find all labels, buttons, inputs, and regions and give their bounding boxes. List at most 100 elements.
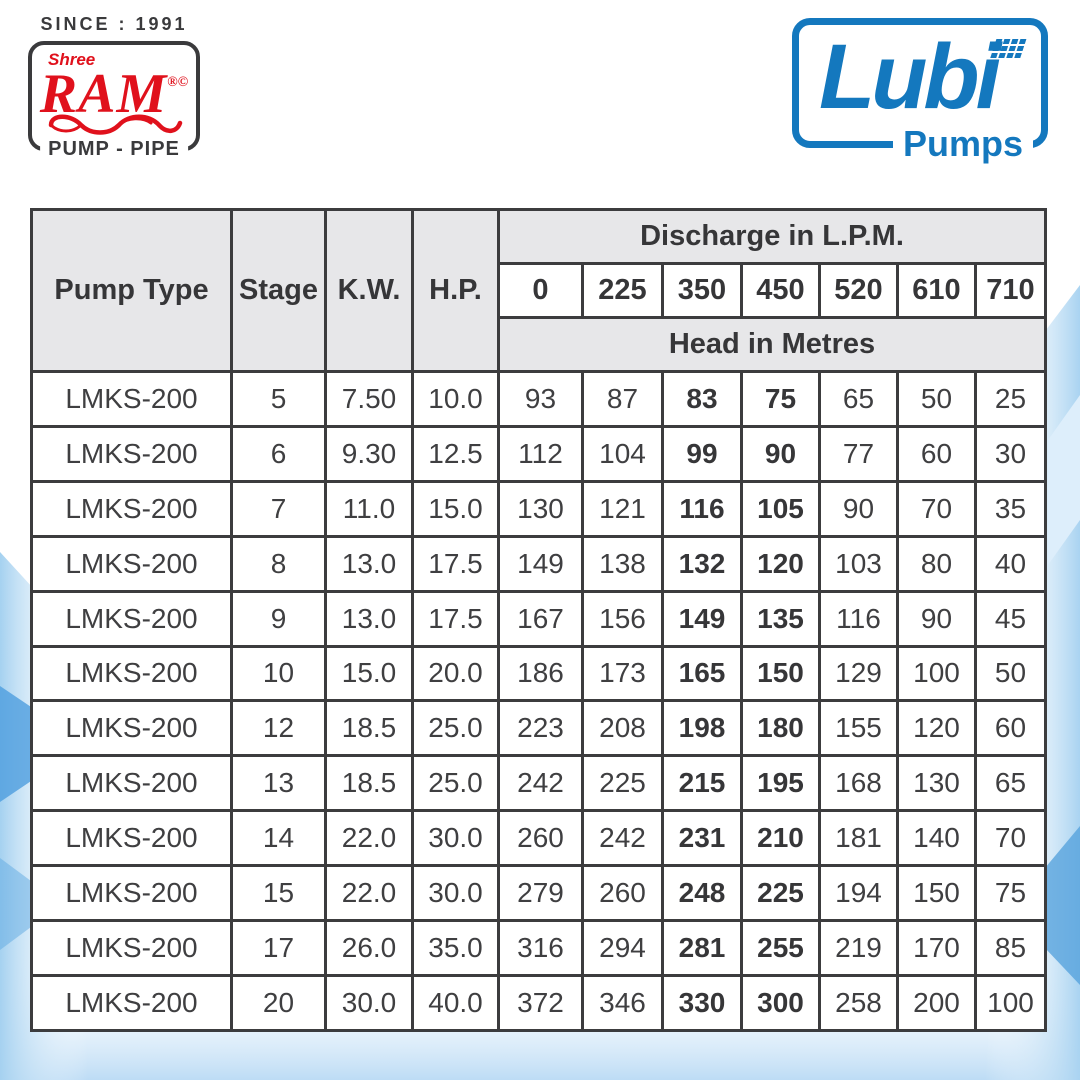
head-value-cell: 180	[740, 699, 821, 758]
head-value-cell: 116	[661, 479, 743, 538]
stage-cell: 20	[230, 973, 327, 1033]
head-value-cell: 83	[661, 370, 743, 428]
head-value-cell: 103	[818, 534, 899, 593]
header-head-title: Head in Metres	[497, 316, 1047, 373]
pump-type-cell: LMKS-200	[30, 809, 233, 868]
head-value-cell: 210	[740, 809, 821, 868]
discharge-value-header: 710	[974, 262, 1047, 319]
head-value-cell: 140	[896, 809, 977, 868]
head-value-cell: 25	[974, 370, 1047, 428]
shree-text: Shree	[48, 50, 96, 69]
pump-type-cell: LMKS-200	[30, 864, 233, 923]
head-value-cell: 87	[581, 370, 664, 428]
table-body: LMKS-200 5 7.50 10.0 93 87 83 75 65 50 25 LMKS-200 6…	[30, 370, 1047, 1033]
kw-cell: 30.0	[324, 973, 414, 1033]
stage-cell: 8	[230, 534, 327, 593]
head-value-cell: 35	[974, 479, 1047, 538]
head-value-cell: 223	[497, 699, 584, 758]
kw-cell: 26.0	[324, 919, 414, 977]
stage-cell: 15	[230, 864, 327, 923]
head-value-cell: 150	[896, 864, 977, 923]
stage-cell: 6	[230, 424, 327, 483]
head-value-cell: 198	[661, 699, 743, 758]
hp-cell: 15.0	[411, 479, 500, 538]
head-value-cell: 138	[581, 534, 664, 593]
pump-type-cell: LMKS-200	[30, 699, 233, 758]
kw-cell: 22.0	[324, 809, 414, 868]
head-value-cell: 186	[497, 644, 584, 703]
stage-cell: 10	[230, 644, 327, 703]
head-value-cell: 90	[818, 479, 899, 538]
head-value-cell: 30	[974, 424, 1047, 483]
hp-cell: 25.0	[411, 754, 500, 813]
head-value-cell: 330	[661, 973, 743, 1033]
head-value-cell: 167	[497, 589, 584, 648]
kw-cell: 13.0	[324, 534, 414, 593]
table-row: LMKS-200 17 26.0 35.0 316 294 281 255 219 170 85	[30, 919, 1047, 977]
hp-cell: 12.5	[411, 424, 500, 483]
pump-type-cell: LMKS-200	[30, 919, 233, 977]
head-value-cell: 208	[581, 699, 664, 758]
pump-spec-table: Pump Type Stage K.W. H.P. Discharge in L…	[30, 208, 1047, 1033]
kw-cell: 13.0	[324, 589, 414, 648]
pump-type-cell: LMKS-200	[30, 754, 233, 813]
head-value-cell: 104	[581, 424, 664, 483]
kw-cell: 18.5	[324, 699, 414, 758]
stage-cell: 5	[230, 370, 327, 428]
head-value-cell: 112	[497, 424, 584, 483]
head-value-cell: 60	[896, 424, 977, 483]
header-discharge-title: Discharge in L.P.M.	[497, 208, 1047, 265]
head-value-cell: 50	[974, 644, 1047, 703]
pump-type-cell: LMKS-200	[30, 479, 233, 538]
head-value-cell: 156	[581, 589, 664, 648]
head-value-cell: 300	[740, 973, 821, 1033]
head-value-cell: 60	[974, 699, 1047, 758]
head-value-cell: 279	[497, 864, 584, 923]
discharge-value-header: 350	[661, 262, 743, 319]
head-value-cell: 50	[896, 370, 977, 428]
head-value-cell: 93	[497, 370, 584, 428]
table-row: LMKS-200 13 18.5 25.0 242 225 215 195 168 130 65	[30, 754, 1047, 813]
head-value-cell: 99	[661, 424, 743, 483]
pump-type-cell: LMKS-200	[30, 424, 233, 483]
head-value-cell: 225	[740, 864, 821, 923]
hp-cell: 17.5	[411, 534, 500, 593]
shree-ram-logo-frame: Shree RAM®© PUMP - PIPE	[28, 41, 200, 161]
head-value-cell: 135	[740, 589, 821, 648]
table-row: LMKS-200 8 13.0 17.5 149 138 132 120 103 80 40	[30, 534, 1047, 593]
head-value-cell: 100	[896, 644, 977, 703]
head-value-cell: 231	[661, 809, 743, 868]
lubi-logo: Lubi Pumps	[792, 18, 1048, 165]
kw-cell: 15.0	[324, 644, 414, 703]
table-row: LMKS-200 6 9.30 12.5 112 104 99 90 77 60 30	[30, 424, 1047, 483]
head-value-cell: 258	[818, 973, 899, 1033]
pump-type-cell: LMKS-200	[30, 589, 233, 648]
kw-cell: 22.0	[324, 864, 414, 923]
header-hp: H.P.	[411, 208, 500, 373]
table-row: LMKS-200 12 18.5 25.0 223 208 198 180 155 120 60	[30, 699, 1047, 758]
table-row: LMKS-200 9 13.0 17.5 167 156 149 135 116 90 45	[30, 589, 1047, 648]
table-row: LMKS-200 5 7.50 10.0 93 87 83 75 65 50 25	[30, 370, 1047, 428]
head-value-cell: 90	[740, 424, 821, 483]
head-value-cell: 200	[896, 973, 977, 1033]
hp-cell: 25.0	[411, 699, 500, 758]
lubi-wordmark: Lubi	[819, 26, 1001, 128]
table-row: LMKS-200 15 22.0 30.0 279 260 248 225 194 150 75	[30, 864, 1047, 923]
discharge-value-header: 225	[581, 262, 664, 319]
stage-cell: 12	[230, 699, 327, 758]
head-value-cell: 260	[581, 864, 664, 923]
discharge-value-header: 610	[896, 262, 977, 319]
head-value-cell: 372	[497, 973, 584, 1033]
head-value-cell: 65	[818, 370, 899, 428]
hp-cell: 20.0	[411, 644, 500, 703]
head-value-cell: 242	[497, 754, 584, 813]
header-stage: Stage	[230, 208, 327, 373]
ram-flourish-icon	[48, 114, 183, 135]
header-pump-type: Pump Type	[30, 208, 233, 373]
table-row: LMKS-200 7 11.0 15.0 130 121 116 105 90 70 35	[30, 479, 1047, 538]
lubi-flag-icon	[990, 39, 1029, 60]
table-row: LMKS-200 10 15.0 20.0 186 173 165 150 129 100 50	[30, 644, 1047, 703]
head-value-cell: 105	[740, 479, 821, 538]
head-value-cell: 195	[740, 754, 821, 813]
head-value-cell: 120	[896, 699, 977, 758]
